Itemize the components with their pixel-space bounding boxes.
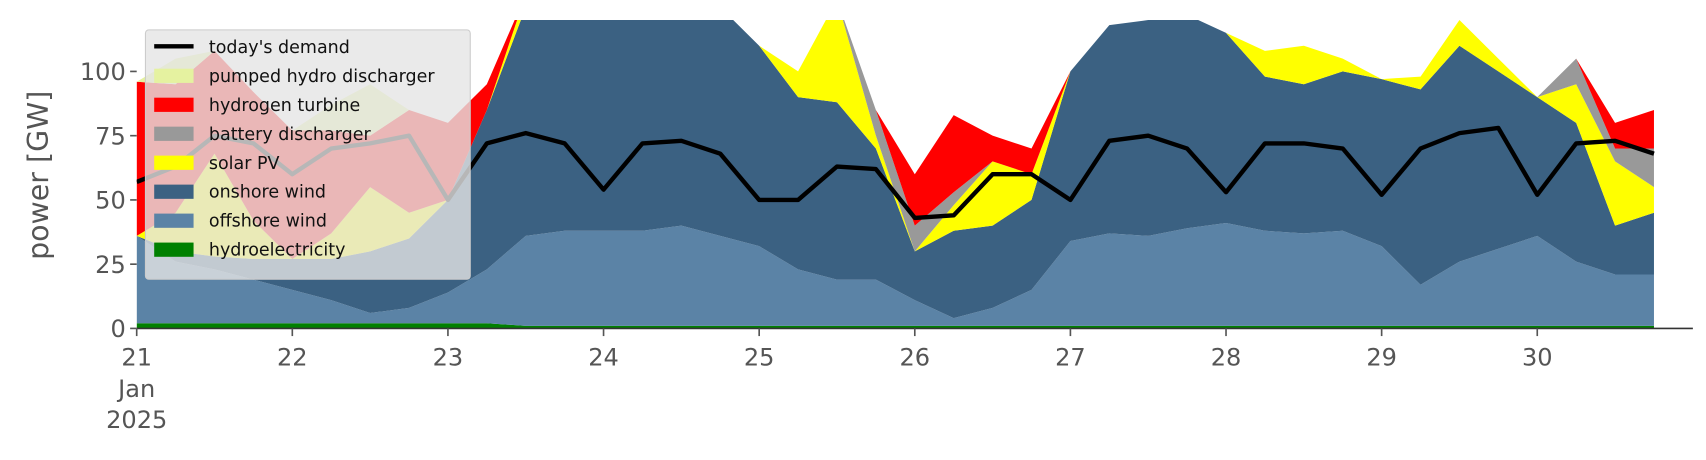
x-tick-label: 29 [1366, 344, 1397, 372]
x-tick-label: 23 [433, 344, 464, 372]
y-tick-label: 100 [80, 58, 126, 86]
legend-label: battery discharger [209, 125, 372, 145]
x-tick-label: 21 Jan 2025 [106, 344, 167, 435]
x-tick-label: 25 [744, 344, 775, 372]
legend-box [144, 29, 471, 280]
y-axis-label: power [GW] [22, 91, 55, 260]
legend-label: today's demand [209, 38, 350, 58]
legend-swatch [154, 155, 194, 170]
legend-swatch [154, 184, 194, 199]
area [136, 223, 1654, 326]
x-tick-label: 27 [1055, 344, 1086, 372]
x-tick-label: 24 [588, 344, 619, 372]
y-tick-label: 75 [95, 122, 126, 150]
legend-label: offshore wind [209, 212, 327, 232]
y-tick-label: 0 [110, 315, 125, 343]
y-tick-label: 50 [95, 187, 126, 215]
area [136, 20, 1654, 319]
legend-label: onshore wind [209, 183, 326, 203]
legend-swatch [154, 97, 194, 112]
legend-label: solar PV [209, 154, 280, 174]
legend-swatch [154, 213, 194, 228]
x-tick-label: 30 [1522, 344, 1553, 372]
axes: 0 25 50 75 100 21 Jan 2025 22 23 24 25 26 27 28 29 30 [80, 58, 1693, 434]
x-tick-label: 28 [1211, 344, 1242, 372]
x-tick-label: 22 [277, 344, 308, 372]
legend-label: hydroelectricity [209, 241, 346, 261]
legend-swatch [154, 126, 194, 141]
legend: today's demand pumped hydro discharger hyd… [144, 29, 471, 280]
legend-label: pumped hydro discharger [209, 67, 436, 87]
legend-label: hydrogen turbine [209, 96, 360, 116]
y-tick-label: 25 [95, 251, 126, 279]
legend-swatch [154, 242, 194, 257]
legend-swatch [154, 68, 194, 83]
x-tick-label: 26 [899, 344, 930, 372]
